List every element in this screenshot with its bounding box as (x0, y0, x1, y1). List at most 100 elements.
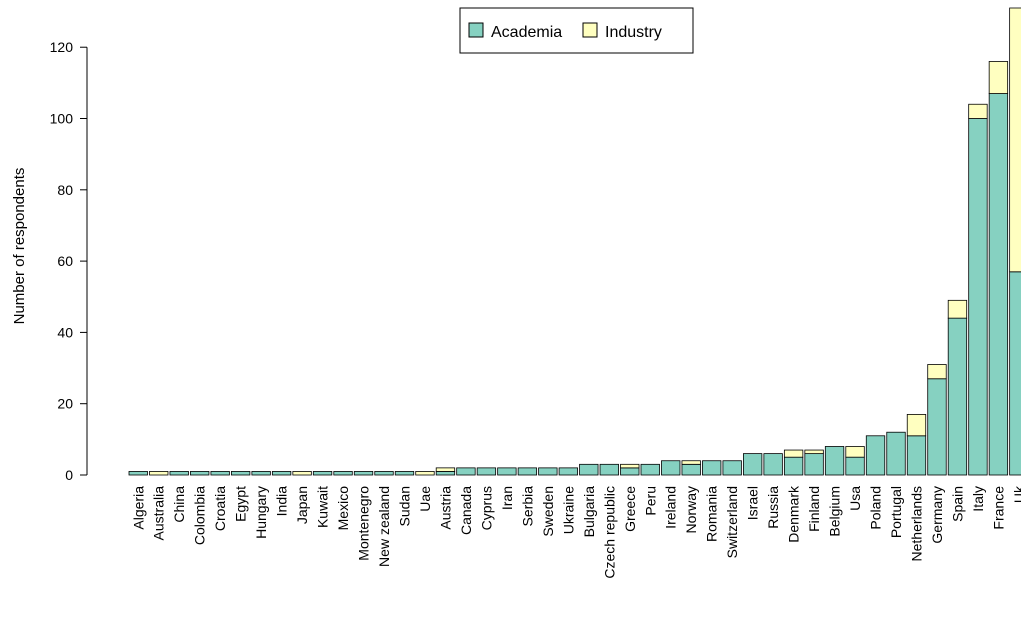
x-tick-label: Poland (868, 486, 884, 530)
x-tick-label: Usa (847, 486, 863, 511)
legend-label-industry: Industry (605, 24, 662, 41)
bar-academia (169, 471, 189, 476)
bar-academia (824, 446, 845, 476)
x-tick-label: Sudan (397, 486, 413, 526)
y-tick-label: 120 (50, 39, 74, 55)
x-tick-label: Algeria (130, 486, 146, 530)
bar-academia (763, 453, 783, 476)
bar-academia (927, 378, 947, 476)
bar-industry (1009, 7, 1021, 273)
bar-academia (640, 463, 660, 476)
legend: Academia Industry (459, 7, 694, 54)
x-tick-label: Romania (704, 486, 720, 542)
bar-industry (906, 413, 927, 437)
bar-academia (783, 456, 804, 476)
x-tick-label: Switzerland (724, 486, 740, 558)
x-tick-label: Ukraine (560, 486, 576, 534)
x-tick-label: Colombia (192, 486, 208, 545)
bar-industry (968, 103, 988, 119)
x-tick-label: Sweden (540, 486, 556, 537)
bar-industry (927, 364, 947, 380)
bar-industry (804, 449, 824, 455)
bar-academia (517, 467, 538, 476)
bar-industry (988, 61, 1009, 94)
x-tick-label: Uae (417, 486, 433, 512)
bar-academia (579, 463, 599, 476)
x-tick-label: Iran (499, 486, 515, 510)
x-tick-label: Croatia (212, 486, 228, 531)
bar-academia (1009, 271, 1021, 476)
y-tick-label: 60 (57, 253, 73, 269)
x-tick-label: Serbia (519, 486, 535, 527)
x-tick-label: Finland (806, 486, 822, 532)
bar-academia (702, 460, 722, 476)
bar-academia (333, 471, 353, 476)
bar-academia (374, 471, 394, 476)
bar-industry (783, 449, 804, 458)
bar-academia (394, 471, 415, 476)
x-tick-label: Israel (745, 486, 761, 520)
legend-swatch-academia (468, 22, 484, 38)
legend-label-academia: Academia (491, 24, 562, 41)
x-tick-label: Greece (622, 486, 638, 532)
x-tick-label: Czech republic (601, 486, 617, 579)
x-tick-label: Ireland (663, 486, 679, 529)
x-tick-label: Kuwait (315, 486, 331, 528)
y-axis-title: Number of respondents (11, 168, 28, 325)
bars (128, 7, 1021, 476)
x-tick-label: Japan (294, 486, 310, 524)
bar-academia (661, 460, 681, 476)
x-tick-label: Hungary (253, 486, 269, 539)
bar-industry (947, 299, 968, 319)
bar-industry (415, 471, 435, 476)
legend-swatch-industry (582, 22, 598, 38)
bar-academia (722, 460, 742, 476)
x-tick-label: Spain (950, 486, 966, 522)
bar-academia (230, 471, 251, 476)
bar-academia (476, 467, 497, 476)
x-tick-label: Egypt (233, 486, 249, 522)
x-tick-label: Montenegro (356, 486, 372, 561)
y-tick-label: 40 (57, 324, 73, 340)
y-tick-label: 0 (65, 467, 73, 483)
bar-academia (845, 456, 865, 476)
x-tick-label: New zealand (376, 486, 392, 567)
bar-academia (620, 467, 640, 476)
y-axis: 0 20 40 60 80 100 120 (50, 39, 88, 483)
bar-industry (620, 463, 640, 469)
bar-academia (456, 467, 476, 476)
bar-academia (190, 471, 210, 476)
bar-academia (599, 463, 619, 476)
bar-academia (497, 467, 517, 476)
x-tick-label: Bulgaria (581, 486, 597, 538)
x-tick-label: Denmark (786, 485, 802, 543)
bar-industry (845, 446, 865, 458)
bar-academia (988, 93, 1009, 476)
legend-box (459, 7, 694, 54)
x-tick-label: Peru (642, 486, 658, 516)
x-tick-label: Cyprus (478, 486, 494, 530)
x-tick-label: Australia (151, 486, 167, 541)
x-axis-labels: Algeria Australia China Colombia Croatia Egyp… (130, 485, 1021, 579)
x-tick-label: Germany (929, 486, 945, 544)
bar-academia (886, 431, 906, 476)
bar-academia (947, 317, 968, 476)
bar-academia (906, 435, 927, 476)
x-tick-label: Italy (970, 486, 986, 512)
bar-industry (435, 467, 456, 472)
bar-academia (435, 471, 456, 476)
bar-academia (804, 453, 824, 476)
x-tick-label: China (171, 486, 187, 523)
bar-academia (538, 467, 558, 476)
bar-academia (251, 471, 271, 476)
x-tick-label: Austria (437, 486, 453, 530)
x-tick-label: Norway (683, 486, 699, 533)
x-tick-label: Mexico (335, 486, 351, 531)
bar-academia (743, 453, 763, 476)
bar-academia (271, 471, 292, 476)
bar-industry (292, 471, 312, 476)
x-tick-label: Uk (1011, 485, 1021, 503)
x-tick-label: France (990, 486, 1006, 530)
y-tick-label: 100 (50, 111, 74, 127)
